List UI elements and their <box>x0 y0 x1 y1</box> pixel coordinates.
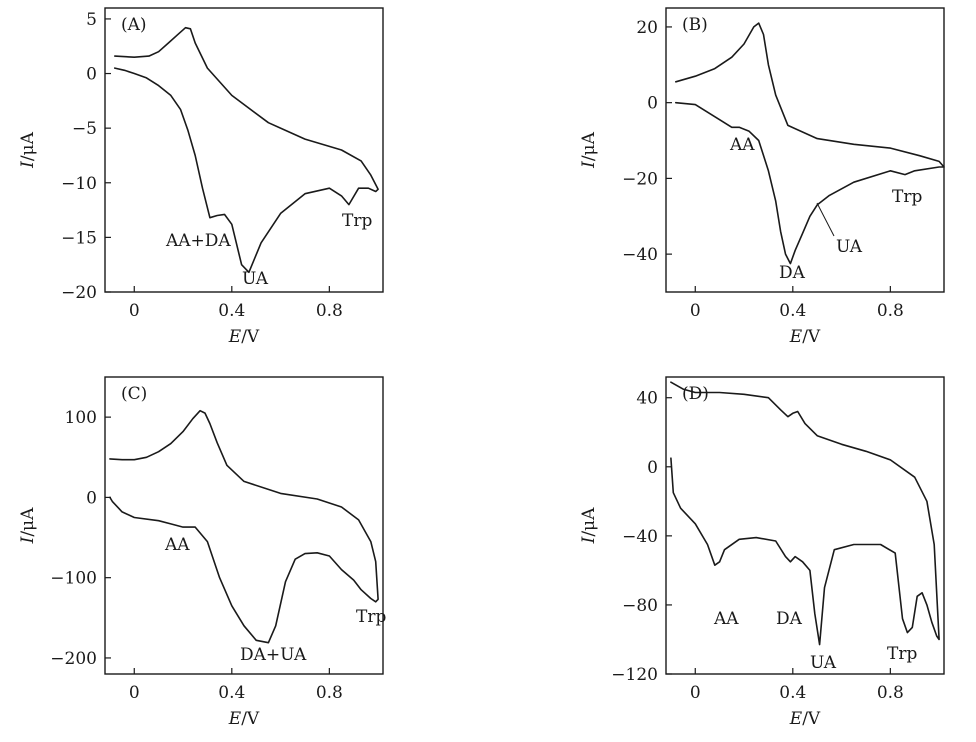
panel-a: (A) 0 0.4 0.8 −20 −15 −10 −5 0 5 E/V I/μA <box>18 7 384 347</box>
y-tick-label: −20 <box>622 169 658 189</box>
y-tick-label: 0 <box>86 488 97 508</box>
plot-frame <box>104 7 384 293</box>
annotation-trp: Trp <box>892 187 922 207</box>
cv-curve-line <box>114 26 379 274</box>
panel-label: (D) <box>682 384 709 404</box>
y-axis-label: I/μA <box>18 131 38 168</box>
panel-label: (C) <box>121 384 147 404</box>
panel-label: (B) <box>682 15 708 35</box>
y-tick-label: −80 <box>622 596 658 616</box>
annotations-layer: AA+DA UA Trp AA DA UA Trp AA DA+UA Trp A… <box>164 135 922 673</box>
annotation-ua: UA <box>810 653 837 673</box>
y-tick-label: −10 <box>61 174 97 194</box>
panel-b: (B) 0 0.4 0.8 −40 −20 0 20 E/V I/μA <box>579 7 945 347</box>
x-tick-label: 0.4 <box>779 301 806 321</box>
y-axis-label: I/μA <box>18 507 38 544</box>
x-tick-label: 0 <box>129 683 140 703</box>
annotation-trp: Trp <box>887 644 917 664</box>
x-tick-label: 0 <box>690 301 701 321</box>
x-tick-label: 0.8 <box>316 301 343 321</box>
annotation-trp: Trp <box>342 211 372 231</box>
x-tick-label: 0.4 <box>218 683 245 703</box>
annotation-aa: AA <box>713 609 739 629</box>
annotation-aa-da: AA+DA <box>165 231 231 251</box>
x-axis-label: E/V <box>228 327 260 347</box>
y-tick-label: 0 <box>647 94 658 114</box>
y-tick-label: −100 <box>50 569 97 589</box>
panels-layer: (A) 0 0.4 0.8 −20 −15 −10 −5 0 5 E/V I/μA (B) 0 0.4 0.8… <box>18 7 945 729</box>
y-tick-label: 0 <box>647 458 658 478</box>
y-tick-label: 5 <box>86 10 97 30</box>
plot-frame <box>665 376 945 675</box>
y-tick-label: −15 <box>61 228 97 248</box>
cv-curve-line <box>670 381 940 646</box>
x-tick-label: 0.8 <box>316 683 343 703</box>
y-tick-label: −200 <box>50 649 97 669</box>
annotation-da: DA <box>779 263 806 283</box>
annotation-ua: UA <box>242 269 269 289</box>
x-tick-label: 0.8 <box>877 683 904 703</box>
x-axis-label: E/V <box>789 709 821 729</box>
y-tick-label: −20 <box>61 283 97 303</box>
y-tick-label: −5 <box>72 119 97 139</box>
cv-curve-line <box>109 409 379 644</box>
annotation-aa: AA <box>729 135 755 155</box>
y-axis-label: I/μA <box>579 131 599 168</box>
x-tick-label: 0.4 <box>218 301 245 321</box>
y-tick-label: 0 <box>86 65 97 85</box>
annotation-trp: Trp <box>356 607 386 627</box>
x-tick-label: 0.4 <box>779 683 806 703</box>
x-axis-label: E/V <box>228 709 260 729</box>
annotation-aa: AA <box>164 535 190 555</box>
y-tick-label: 20 <box>636 18 658 38</box>
plot-frame <box>104 376 384 675</box>
annotation-da-ua: DA+UA <box>240 645 307 665</box>
y-tick-label: −120 <box>611 665 658 685</box>
y-tick-label: 100 <box>65 408 97 428</box>
annotation-da: DA <box>776 609 803 629</box>
panel-c: (C) 0 0.4 0.8 −200 −100 0 100 E/V I/μA <box>18 376 384 729</box>
x-axis-label: E/V <box>789 327 821 347</box>
x-tick-label: 0 <box>129 301 140 321</box>
y-axis-label: I/μA <box>579 507 599 544</box>
plot-frame <box>665 7 945 293</box>
y-tick-label: −40 <box>622 245 658 265</box>
panel-d: (D) 0 0.4 0.8 −120 −80 −40 0 40 E/V I/μA <box>579 376 945 729</box>
y-tick-label: −40 <box>622 527 658 547</box>
x-tick-label: 0.8 <box>877 301 904 321</box>
annotation-ua: UA <box>836 237 863 257</box>
annotation-ua-leader <box>816 202 835 237</box>
x-tick-label: 0 <box>690 683 701 703</box>
panel-label: (A) <box>121 15 147 35</box>
cv-curve-line <box>675 22 945 265</box>
y-tick-label: 40 <box>636 389 658 409</box>
